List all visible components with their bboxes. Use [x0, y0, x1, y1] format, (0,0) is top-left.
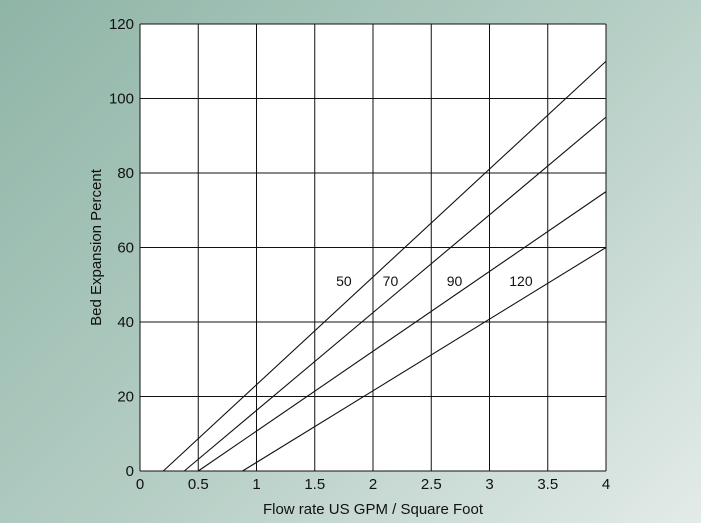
series-lines [162, 60, 607, 472]
series-labels: 50 70 90 120 [336, 273, 533, 289]
y-tick-label: 80 [117, 165, 134, 182]
series-line-90 [197, 191, 607, 472]
y-axis-title: Bed Expansion Percent [88, 168, 105, 326]
x-tick-label: 0 [136, 476, 144, 493]
x-tick-label: 3.5 [537, 476, 558, 493]
x-tick-labels: 0 0.5 1 1.5 2 2.5 3 3.5 4 [136, 476, 610, 493]
series-label-90: 90 [447, 273, 463, 289]
y-tick-label: 100 [109, 91, 134, 108]
x-tick-label: 1.5 [304, 476, 325, 493]
series-line-70 [183, 116, 607, 472]
y-tick-label: 20 [117, 389, 134, 406]
y-tick-label: 40 [117, 314, 134, 331]
series-label-50: 50 [336, 273, 352, 289]
y-tick-label: 60 [117, 240, 134, 257]
x-tick-label: 0.5 [188, 476, 209, 493]
gridlines [139, 23, 607, 472]
x-tick-label: 2 [369, 476, 377, 493]
x-axis-title: Flow rate US GPM / Square Foot [263, 501, 484, 518]
y-tick-label: 120 [109, 16, 134, 33]
series-label-120: 120 [509, 273, 533, 289]
x-tick-label: 4 [602, 476, 610, 493]
y-tick-label: 0 [126, 463, 134, 480]
series-line-50 [162, 60, 607, 472]
y-tick-labels: 0 20 40 60 80 100 120 [109, 16, 134, 480]
series-line-120 [242, 247, 607, 472]
x-tick-label: 1 [252, 476, 260, 493]
x-tick-label: 3 [485, 476, 493, 493]
series-label-70: 70 [383, 273, 399, 289]
x-tick-label: 2.5 [421, 476, 442, 493]
